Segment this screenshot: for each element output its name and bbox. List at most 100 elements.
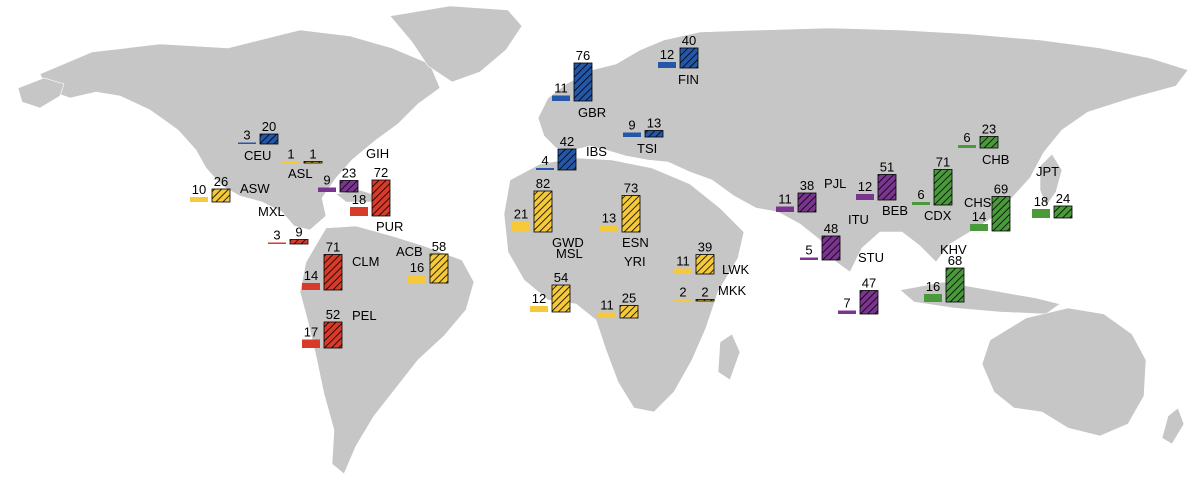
itu-solid-value: 5	[805, 243, 812, 258]
itu-solid-bar	[800, 257, 818, 260]
mkk-label: MKK	[718, 283, 747, 298]
population-acb: 16 58 ACB	[396, 239, 449, 284]
pur-hatched-value: 72	[374, 165, 388, 180]
mxl-hatched-value: 9	[295, 225, 302, 240]
yri-solid-value: 11	[600, 298, 614, 313]
pjl-hatched-value: 38	[800, 178, 814, 193]
msl-label: MSL	[556, 246, 583, 261]
land-greenland	[389, 5, 523, 83]
yri-hatched-value: 25	[622, 291, 636, 306]
lwk-solid-value: 11	[676, 254, 690, 269]
itu-label: ITU	[848, 212, 869, 227]
tsi-solid-bar	[623, 132, 641, 137]
population-itu: 5 48 ITU	[800, 212, 869, 261]
esn-solid-bar	[600, 225, 618, 232]
population-ibs: 4 42 IBS	[536, 134, 607, 171]
gbr-hatched-value: 76	[576, 48, 590, 63]
cdx-solid-value: 6	[917, 187, 924, 202]
ibs-solid-value: 4	[541, 153, 548, 168]
itu-hatched-bar-pattern	[821, 235, 841, 261]
gih-solid-value: 9	[323, 173, 330, 188]
acb-hatched-bar-pattern	[429, 253, 449, 284]
chb-label: CHB	[982, 152, 1009, 167]
stu-hatched-bar-pattern	[859, 290, 879, 315]
asl-label: ASL	[288, 166, 313, 181]
clm-hatched-bar-pattern	[323, 254, 343, 291]
cdx-solid-bar	[912, 202, 930, 205]
land-indonesia	[899, 281, 1061, 315]
population-esn: 13 73 ESN	[600, 181, 649, 250]
population-beb: 12 51 BEB	[856, 160, 908, 218]
ibs-label: IBS	[586, 144, 607, 159]
msl-hatched-value: 54	[554, 270, 568, 285]
asw-solid-bar	[190, 197, 208, 202]
jpt-label: JPT	[1036, 164, 1059, 179]
clm-label: CLM	[352, 254, 379, 269]
fin-label: FIN	[678, 72, 699, 87]
stu-solid-value: 7	[843, 296, 850, 311]
chs-hatched-bar-pattern	[991, 196, 1011, 232]
chs-hatched-value: 69	[994, 182, 1008, 197]
ceu-hatched-value: 20	[262, 119, 276, 134]
fin-solid-value: 12	[660, 47, 674, 62]
ibs-hatched-bar-pattern	[557, 148, 577, 171]
chb-solid-bar	[958, 145, 976, 148]
asw-label: ASW	[240, 181, 270, 196]
land-south-america	[299, 225, 475, 475]
population-gih: 9 23 GIH	[318, 146, 389, 193]
population-stu: 7 47 STU	[838, 250, 884, 315]
population-mxl: 3 9 MXL	[258, 204, 309, 245]
pel-hatched-bar-pattern	[323, 321, 343, 349]
gih-solid-bar	[318, 187, 336, 192]
clm-solid-bar	[302, 283, 320, 290]
mxl-solid-bar	[268, 242, 286, 244]
acb-solid-bar	[408, 275, 426, 283]
itu-hatched-value: 48	[824, 221, 838, 236]
chs-solid-value: 14	[972, 209, 986, 224]
mkk-solid-bar	[674, 299, 692, 301]
pur-solid-value: 18	[352, 192, 366, 207]
population-gbr: 11 76 GBR	[552, 48, 606, 120]
asl-hatched-value: 1	[309, 147, 316, 162]
land-alaska	[17, 77, 65, 109]
gbr-hatched-bar-pattern	[573, 62, 593, 102]
mxl-solid-value: 3	[273, 228, 280, 243]
chb-solid-value: 6	[963, 130, 970, 145]
ceu-solid-value: 3	[243, 128, 250, 143]
esn-label: ESN	[622, 235, 649, 250]
tsi-label: TSI	[637, 141, 657, 156]
tsi-hatched-value: 13	[647, 116, 661, 131]
jpt-hatched-value: 24	[1056, 191, 1070, 206]
fin-hatched-bar-pattern	[679, 47, 699, 69]
gih-hatched-bar-pattern	[339, 180, 359, 193]
tsi-solid-value: 9	[628, 118, 635, 133]
fin-solid-bar	[658, 62, 676, 68]
land-japan	[1039, 153, 1063, 207]
cdx-label: CDX	[924, 208, 952, 223]
yri-hatched-bar-pattern	[619, 305, 639, 319]
acb-hatched-value: 58	[432, 239, 446, 254]
jpt-solid-bar	[1032, 209, 1050, 218]
lwk-hatched-value: 39	[698, 240, 712, 255]
gwd-hatched-bar-pattern	[533, 190, 553, 233]
land-madagascar	[717, 333, 741, 381]
khv-solid-value: 16	[926, 279, 940, 294]
population-gwd: 21 82 GWD	[512, 176, 584, 250]
asl-solid-value: 1	[287, 147, 294, 162]
chs-solid-bar	[970, 224, 988, 231]
beb-label: BEB	[882, 203, 908, 218]
khv-solid-bar	[924, 294, 942, 302]
stu-solid-bar	[838, 310, 856, 314]
gih-label: GIH	[366, 146, 389, 161]
tsi-hatched-bar-pattern	[644, 130, 664, 138]
land-europe-asia	[537, 27, 1189, 273]
khv-hatched-value: 68	[948, 253, 962, 268]
cdx-hatched-bar-pattern	[933, 169, 953, 206]
gwd-solid-bar	[512, 221, 530, 232]
population-pjl: 11 38 PJL	[776, 176, 846, 213]
land-new-zealand	[1161, 407, 1185, 445]
land-africa	[503, 157, 745, 413]
population-jpt: 18 24 JPT	[1032, 164, 1073, 219]
